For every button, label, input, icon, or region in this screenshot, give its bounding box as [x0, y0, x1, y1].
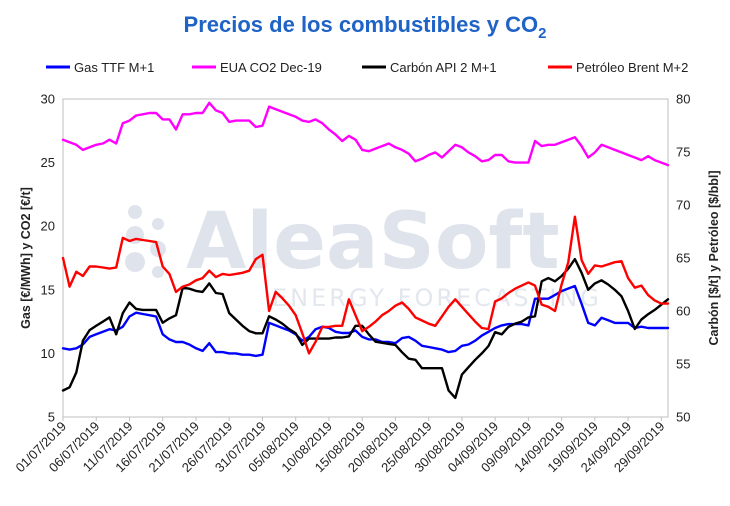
y-right-tick-label: 80 — [676, 92, 690, 107]
chart-title: Precios de los combustibles y CO2 — [184, 12, 547, 42]
y-right-tick-label: 70 — [676, 198, 690, 213]
y-left-tick-label: 15 — [41, 282, 55, 297]
y-right-tick-label: 65 — [676, 251, 690, 266]
series-line-1 — [61, 101, 670, 167]
y-axis-left-title: Gas [€/MWh] y CO2 [€/t] — [19, 187, 33, 329]
y-left-tick-label: 5 — [48, 410, 55, 425]
chart-title-main: Precios de los combustibles y CO — [184, 12, 539, 37]
y-left-tick-label: 25 — [41, 155, 55, 170]
legend-label: EUA CO2 Dec-19 — [220, 60, 322, 75]
legend-label: Carbón API 2 M+1 — [390, 60, 497, 75]
y-right-tick-label: 55 — [676, 357, 690, 372]
y-left-tick-label: 20 — [41, 219, 55, 234]
legend-label: Petróleo Brent M+2 — [576, 60, 688, 75]
series-line-0 — [61, 284, 670, 358]
y-left-tick-label: 30 — [41, 92, 55, 107]
aleasoft-watermark: AleaSoft ENERGY FORECASTING — [125, 197, 602, 312]
aleasoft-logo-icon — [125, 205, 166, 278]
legend-label: Gas TTF M+1 — [74, 60, 154, 75]
legend: Gas TTF M+1 EUA CO2 Dec-19 Carbón API 2 M+… — [46, 60, 688, 75]
chart-title-subscript: 2 — [538, 25, 546, 42]
y-right-tick-label: 60 — [676, 304, 690, 319]
y-right-tick-label: 75 — [676, 145, 690, 160]
series-line-3 — [61, 215, 670, 355]
y-right-tick-label: 50 — [676, 410, 690, 425]
series-lines — [61, 101, 670, 400]
y-left-tick-label: 10 — [41, 346, 55, 361]
watermark-tagline: ENERGY FORECASTING — [272, 284, 602, 312]
y-axis-right-title: Carbón [$/t] y Petróleo [$/bbl] — [707, 170, 721, 345]
